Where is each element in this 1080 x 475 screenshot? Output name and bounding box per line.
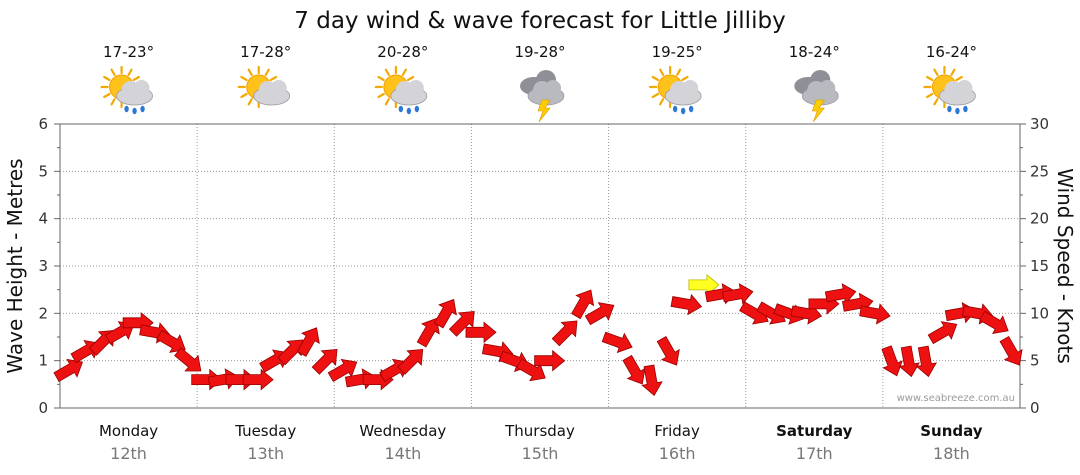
left-axis: 0 1 2 3 4 5 6 <box>38 115 60 417</box>
wind-arrow <box>915 345 938 378</box>
tick-label-right: 0 <box>1030 399 1040 417</box>
y-axis-label-left: Wave Height - Metres <box>3 158 27 373</box>
wind-arrows <box>53 274 1023 396</box>
day-name: Wednesday <box>359 422 446 440</box>
wind-arrow <box>999 336 1023 366</box>
wind-arrow <box>898 345 920 378</box>
tick-label-right: 10 <box>1030 304 1049 322</box>
wind-arrow <box>859 303 891 325</box>
day-temp: 20-28° <box>377 43 428 61</box>
tick-label-right: 20 <box>1030 210 1049 228</box>
tick-label-right: 15 <box>1030 257 1049 275</box>
grid-layer <box>60 124 1020 408</box>
wind-arrow <box>397 348 424 375</box>
day-date: 18th <box>933 444 970 463</box>
right-axis: 0 5 10 15 20 25 30 <box>1020 115 1049 417</box>
day-name: Thursday <box>504 422 575 440</box>
wind-arrow <box>534 349 566 372</box>
wind-arrow <box>156 329 186 353</box>
wind-arrow <box>296 327 320 357</box>
tick-label-left: 3 <box>38 257 48 275</box>
wind-arrow <box>433 298 457 329</box>
day-temp: 16-24° <box>926 43 977 61</box>
wind-arrow <box>242 368 274 391</box>
day-temp: 17-23° <box>103 43 154 61</box>
day-name: Tuesday <box>234 422 296 440</box>
sun-cloud-rain-icon <box>100 65 153 115</box>
day-name: Sunday <box>920 422 983 440</box>
day-temp: 18-24° <box>789 43 840 61</box>
wind-arrow <box>174 347 202 372</box>
wind-arrow <box>721 283 754 305</box>
wind-arrow <box>824 283 857 305</box>
wind-arrow <box>688 274 720 296</box>
day-date: 13th <box>247 444 284 463</box>
tick-label-left: 2 <box>38 304 48 322</box>
wind-arrow <box>979 310 1009 334</box>
sun-cloud-rain-icon <box>923 65 976 115</box>
day-headers: 17-23° Monday 12th 17-28° Tuesday 13th 20-28° W… <box>99 43 983 463</box>
wind-arrow <box>670 293 703 316</box>
storm-cloud-icon <box>794 70 839 123</box>
day-name: Monday <box>99 422 158 440</box>
wind-arrow <box>551 320 578 347</box>
wind-arrow <box>416 317 440 348</box>
wind-arrow <box>927 321 958 345</box>
wind-arrow <box>622 354 646 385</box>
tick-label-left: 4 <box>38 210 48 228</box>
wind-arrow <box>448 311 475 337</box>
wind-arrow <box>601 331 633 354</box>
day-date: 16th <box>659 444 696 463</box>
day-name: Saturday <box>776 422 853 440</box>
day-date: 14th <box>384 444 421 463</box>
wind-arrow <box>465 321 497 344</box>
tick-label-left: 6 <box>38 115 48 133</box>
day-name: Friday <box>654 422 700 440</box>
sun-cloud-icon <box>237 65 291 109</box>
wind-arrow <box>641 364 663 396</box>
day-temp: 19-25° <box>652 43 703 61</box>
tick-label-left: 1 <box>38 352 48 370</box>
day-date: 17th <box>796 444 833 463</box>
tick-label-right: 30 <box>1030 115 1049 133</box>
day-temp: 19-28° <box>514 43 565 61</box>
wind-arrow <box>53 358 83 382</box>
wind-arrow <box>584 302 615 326</box>
wind-arrow <box>656 336 680 366</box>
sun-cloud-rain-icon <box>649 65 702 115</box>
wind-arrow <box>881 345 903 377</box>
wind-arrow <box>327 358 358 382</box>
wind-arrow <box>571 289 595 320</box>
tick-label-right: 5 <box>1030 352 1040 370</box>
storm-cloud-icon <box>520 70 565 123</box>
wind-arrow <box>516 358 546 382</box>
day-date: 12th <box>110 444 147 463</box>
tick-label-right: 25 <box>1030 162 1049 180</box>
chart-title: 7 day wind & wave forecast for Little Ji… <box>294 8 785 34</box>
y-axis-label-right: Wind Speed - Knots <box>1053 168 1077 364</box>
day-date: 15th <box>522 444 559 463</box>
tick-label-left: 0 <box>38 399 48 417</box>
tick-label-left: 5 <box>38 162 48 180</box>
sun-cloud-rain-icon <box>374 65 428 115</box>
credit-text: www.seabreeze.com.au <box>897 393 1015 404</box>
day-temp: 17-28° <box>240 43 291 61</box>
wind-arrow <box>311 348 338 375</box>
